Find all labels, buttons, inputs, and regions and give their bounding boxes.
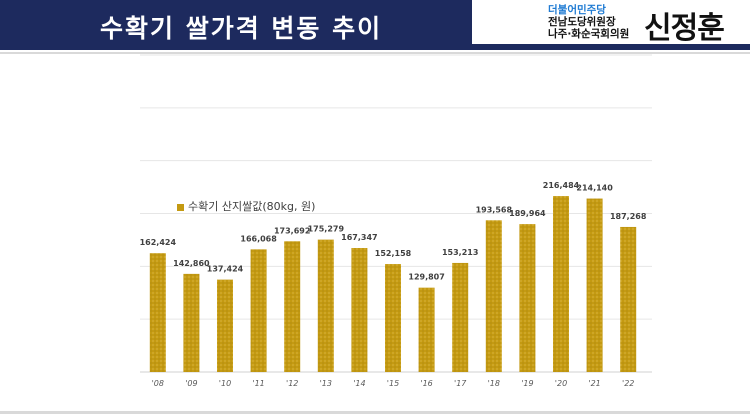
bar-19	[519, 224, 536, 372]
party-info: 더불어민주당 전남도당위원장 나주·화순국회의원	[548, 4, 640, 40]
header: 수확기 쌀가격 변동 추이 더불어민주당 전남도당위원장 나주·화순국회의원 신…	[0, 0, 750, 50]
member-name: 신정훈	[644, 11, 725, 46]
legend-swatch	[177, 203, 184, 211]
page-title: 수확기 쌀가격 변동 추이	[100, 14, 383, 43]
x-tick-label: '21	[588, 379, 600, 388]
bar-08	[149, 253, 166, 372]
data-label: 189,964	[509, 209, 546, 218]
x-tick-label: '15	[387, 379, 399, 388]
data-label: 193,568	[476, 205, 513, 214]
x-tick-label: '17	[454, 379, 467, 388]
footer-rule	[0, 411, 750, 414]
data-label: 214,140	[576, 184, 613, 193]
data-label: 152,158	[375, 249, 412, 258]
party-name: 더불어민주당	[548, 4, 606, 16]
x-tick-label: '08	[152, 379, 164, 388]
x-tick-label: '16	[420, 379, 432, 388]
bar-10	[217, 279, 233, 372]
x-tick-label: '22	[622, 379, 634, 388]
bar-16	[418, 287, 435, 372]
bar-12	[284, 241, 301, 372]
data-label: 162,424	[140, 238, 177, 247]
x-tick-label: '09	[185, 379, 197, 388]
party-position: 전남도당위원장	[548, 16, 616, 28]
data-label: 167,347	[341, 233, 377, 242]
bar-14	[351, 248, 368, 372]
chart-legend: 수확기 산지쌀값(80kg, 원)	[177, 198, 315, 214]
bar-17	[452, 262, 469, 372]
bar-13	[317, 239, 334, 372]
x-tick-label: '19	[521, 379, 533, 388]
x-tick-label: '13	[320, 379, 332, 388]
bar-20	[553, 196, 569, 372]
x-tick-label: '14	[353, 379, 365, 388]
data-label: 175,279	[308, 225, 345, 234]
x-tick-label: '20	[555, 379, 567, 388]
data-label: 173,692	[274, 226, 310, 235]
x-tick-label: '18	[488, 379, 500, 388]
party-district: 나주·화순국회의원	[548, 28, 630, 40]
bar-21	[586, 198, 603, 372]
data-label: 142,860	[173, 259, 210, 268]
title-bar: 수확기 쌀가격 변동 추이	[0, 0, 472, 50]
data-label: 129,807	[408, 273, 444, 282]
x-tick-label: '10	[219, 379, 231, 388]
data-label: 166,068	[240, 234, 277, 243]
bar-15	[385, 264, 401, 372]
bar-11	[250, 249, 267, 372]
bar-09	[183, 273, 200, 372]
bar-18	[485, 220, 502, 372]
data-label: 216,484	[543, 181, 580, 190]
data-label: 153,213	[442, 248, 478, 257]
legend-label: 수확기 산지쌀값(80kg, 원)	[188, 200, 316, 213]
bar-22	[620, 226, 637, 372]
data-label: 137,424	[207, 265, 244, 274]
x-tick-label: '12	[286, 379, 298, 388]
header-rule	[472, 44, 750, 50]
header-divider	[0, 52, 750, 54]
data-label: 187,268	[610, 212, 647, 221]
x-tick-label: '11	[252, 379, 264, 388]
